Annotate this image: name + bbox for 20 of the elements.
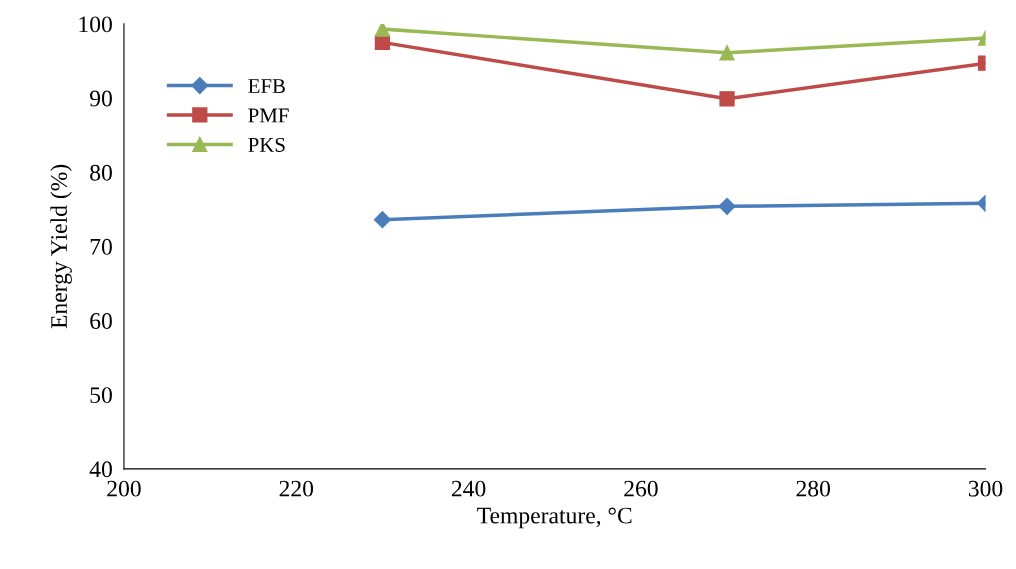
x-axis-title: Temperature, °C xyxy=(477,507,632,529)
legend-label: EFB xyxy=(248,79,285,93)
x-tick-label: 260 xyxy=(624,480,658,497)
x-tick-label: 300 xyxy=(968,480,1003,497)
y-tick-label: 40 xyxy=(89,461,112,478)
y-tick-label: 100 xyxy=(79,16,112,33)
x-tick-label: 240 xyxy=(451,480,486,497)
y-axis-title: Energy Yield (%) xyxy=(50,164,72,329)
x-tick-label: 280 xyxy=(796,480,831,497)
x-tick-label: 220 xyxy=(279,480,314,497)
y-tick-label: 50 xyxy=(90,387,112,404)
point xyxy=(373,211,391,229)
y-tick-label: 60 xyxy=(90,313,112,329)
y-tick-label: 70 xyxy=(90,238,112,255)
legend-label: PMF xyxy=(248,108,289,123)
y-tick-label: 90 xyxy=(89,90,112,107)
y-tick-label: 80 xyxy=(90,164,112,181)
legend-label: PKS xyxy=(248,137,285,152)
x-tick-label: 200 xyxy=(107,480,141,497)
point xyxy=(374,23,391,37)
